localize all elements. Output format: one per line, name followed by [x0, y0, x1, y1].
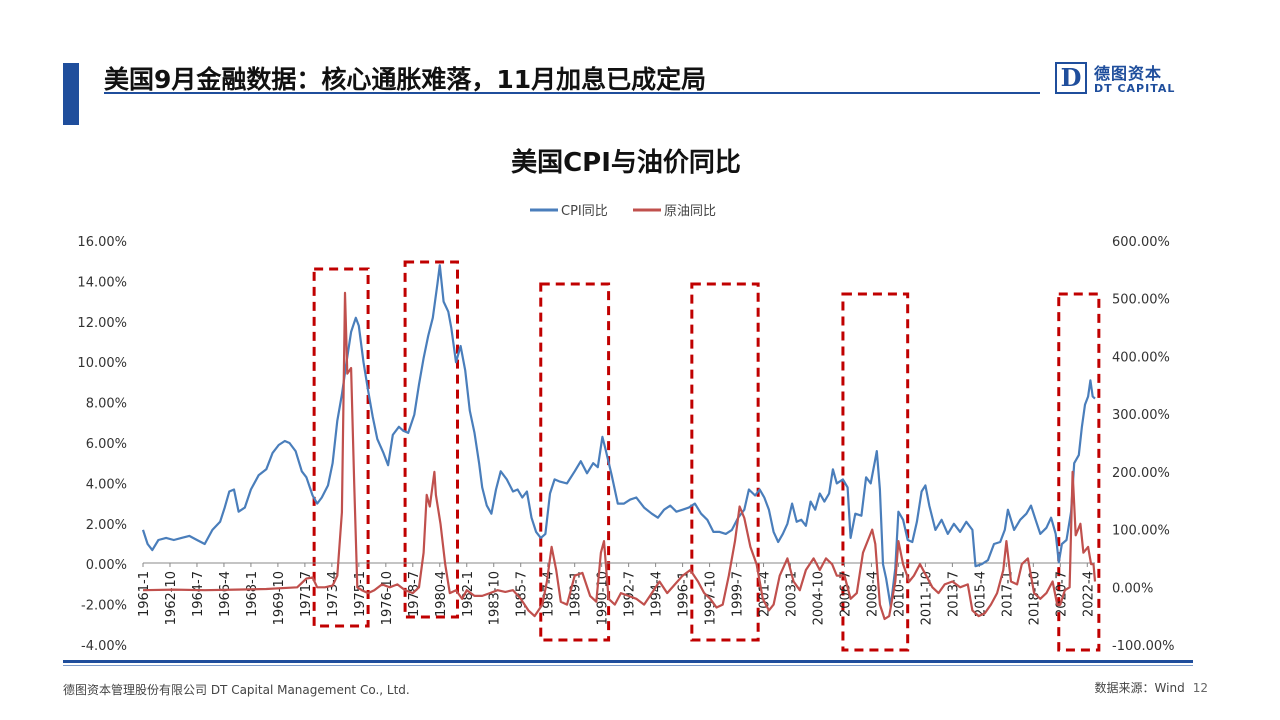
y-left-tick-label: 0.00%: [86, 558, 127, 573]
legend-oil-label: 原油同比: [664, 204, 716, 219]
highlight-box: [1057, 292, 1101, 652]
logo-name-cn: 德图资本: [1094, 64, 1163, 83]
y-right-tick-label: 0.00%: [1112, 581, 1153, 596]
x-tick-label: 1968-1: [245, 571, 260, 617]
x-tick-label: 2004-10: [811, 571, 826, 625]
x-tick-label: 2006-7: [838, 571, 853, 617]
x-tick-label: 1978-7: [407, 571, 422, 617]
title-underline: [104, 92, 1040, 94]
x-tick-label: 1961-1: [137, 571, 152, 617]
x-tick-label: 1992-7: [623, 571, 638, 617]
logo-name-en: DT CAPITAL: [1094, 82, 1176, 95]
x-tick-label: 2022-4: [1081, 571, 1096, 617]
x-tick-label: 2015-4: [973, 571, 988, 617]
data-source: 数据来源：Wind: [1094, 681, 1185, 695]
company-name-footer: 德图资本管理股份有限公司 DT Capital Management Co., …: [63, 683, 410, 697]
highlight-box: [690, 282, 760, 642]
footer-rule-thin: [63, 665, 1193, 666]
x-tick-label: 1966-4: [218, 571, 233, 617]
x-axis: 1961-1 1962-10 1964-7 1966-4 1968-1 1969-10 19…: [137, 562, 1096, 625]
y-right-tick-label: 100.00%: [1112, 524, 1170, 539]
y-axis-left: 16.00% 14.00% 12.00% 10.00% 8.00% 6.00% 4.00% 2…: [77, 235, 127, 654]
y-right-tick-label: 200.00%: [1112, 466, 1170, 481]
series-lines: [141, 264, 1097, 621]
x-tick-label: 1983-10: [488, 571, 503, 625]
chart-legend: CPI同比 原油同比: [530, 204, 716, 219]
x-tick-label: 1987-4: [542, 571, 557, 617]
page-number: 12: [1192, 681, 1208, 695]
x-tick-label: 2013-7: [946, 571, 961, 617]
y-left-tick-label: 10.00%: [77, 356, 127, 371]
y-left-tick-label: 16.00%: [77, 235, 127, 250]
x-tick-label: 2020-7: [1054, 571, 1069, 617]
y-left-tick-label: 14.00%: [77, 275, 127, 290]
title-accent-bar: [63, 63, 79, 125]
x-tick-label: 2018-10: [1027, 571, 1042, 625]
highlight-box: [841, 292, 910, 652]
logo-mark-icon: D: [1055, 62, 1087, 94]
x-tick-label: 1964-7: [191, 571, 206, 617]
y-axis-right: 600.00% 500.00% 400.00% 300.00% 200.00% 100.0…: [1112, 235, 1175, 654]
highlight-box: [403, 260, 460, 619]
y-right-tick-label: 400.00%: [1112, 350, 1170, 365]
footer-rule: [63, 660, 1193, 663]
x-tick-label: 1975-1: [353, 571, 368, 617]
x-tick-label: 1980-4: [434, 571, 449, 617]
y-right-tick-label: -100.00%: [1112, 639, 1175, 654]
footer-source: 数据来源：Wind 12: [1095, 679, 1208, 696]
slide-title: 美国9月金融数据：核心通胀难落，11月加息已成定局: [104, 65, 707, 94]
y-left-tick-label: 8.00%: [86, 397, 127, 412]
chart-title: 美国CPI与油价同比: [511, 147, 741, 178]
x-tick-label: 2001-4: [758, 571, 773, 617]
x-tick-label: 1999-7: [731, 571, 746, 617]
x-tick-label: 1969-10: [272, 571, 287, 625]
y-left-tick-label: 6.00%: [86, 437, 127, 452]
x-tick-label: 1982-1: [461, 571, 476, 617]
x-tick-label: 2017-1: [1000, 571, 1015, 617]
y-right-tick-label: 600.00%: [1112, 235, 1170, 250]
x-tick-label: 2008-4: [865, 571, 880, 617]
oil-series-line: [142, 291, 1097, 621]
x-tick-label: 1973-4: [326, 571, 341, 617]
x-tick-label: 1976-10: [380, 571, 395, 625]
y-left-tick-label: -4.00%: [81, 639, 127, 654]
y-right-tick-label: 500.00%: [1112, 293, 1170, 308]
x-tick-label: 2003-1: [785, 571, 800, 617]
x-tick-label: 1962-10: [164, 571, 179, 625]
x-tick-label: 1996-1: [677, 571, 692, 617]
y-left-tick-label: -2.00%: [81, 599, 127, 614]
cpi-series-line: [141, 264, 1096, 608]
company-logo: D 德图资本 DT CAPITAL: [1055, 60, 1180, 98]
y-left-tick-label: 12.00%: [77, 316, 127, 331]
y-right-tick-label: 300.00%: [1112, 408, 1170, 423]
y-left-tick-label: 2.00%: [86, 518, 127, 533]
highlight-box: [312, 267, 370, 628]
y-left-tick-label: 4.00%: [86, 477, 127, 492]
legend-cpi-label: CPI同比: [561, 204, 608, 219]
